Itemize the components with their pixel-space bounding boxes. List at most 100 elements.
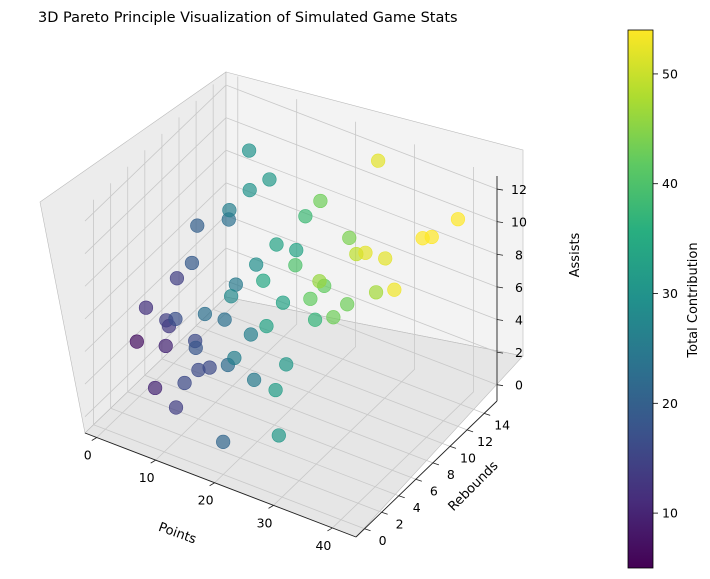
data-point [271,428,286,443]
data-point [358,245,373,260]
data-point [224,289,239,304]
data-point [158,338,173,354]
y-tick-label: 0 [379,533,387,548]
data-point [148,380,163,396]
data-point [184,255,200,271]
data-point [243,327,258,342]
colorbar-tick-label: 30 [662,286,678,301]
y-tick-mark [364,528,371,532]
y-tick-label: 10 [460,450,476,465]
z-tick-label: 6 [515,280,523,295]
x-axis-line [84,432,357,538]
data-point [378,251,393,266]
x-tick-mark [209,482,215,487]
data-point [368,285,384,300]
y-tick-label: 12 [477,434,493,449]
y-gridline [195,100,468,431]
x-tick-label: 10 [139,470,155,485]
gridlines [84,76,498,530]
y-tick-label: 14 [494,417,510,432]
data-point [312,274,327,289]
data-point [342,230,357,245]
x-gridline [96,76,239,438]
data-point [138,300,154,315]
z-gridline [84,280,498,417]
z-tick-label: 12 [511,182,527,197]
data-point [227,350,242,366]
data-point [256,273,271,288]
data-point [169,271,185,286]
data-point [262,172,277,187]
data-point [216,434,231,449]
colorbar-tick-label: 10 [662,506,678,521]
axis-lines [84,176,498,538]
data-point [129,334,144,349]
data-point [246,372,262,387]
data-point [450,212,466,227]
data-point [188,340,203,355]
x-tick-label: 40 [315,538,331,553]
colorbar [627,29,654,569]
y-tick-mark [415,478,422,482]
y-gridline [93,199,365,530]
data-point [168,400,184,415]
data-point [190,218,205,233]
z-tick-label: 0 [515,378,523,393]
z-tick-labels: 0 2 4 6 8 10 12 [496,182,527,393]
x-gridline [273,144,415,506]
y-tick-mark [466,429,474,433]
x-axis-label: Points [156,520,198,548]
data-point [259,319,274,334]
data-point [217,312,232,327]
z-tick-label: 10 [511,215,527,230]
y-gridline [161,133,434,464]
z-tick-label: 2 [515,345,523,360]
z-axis-label: Assists [568,232,583,277]
data-point [288,258,303,273]
z-tick-label: 8 [515,247,523,262]
z-gridline [84,117,498,254]
data-point [424,229,439,245]
y-tick-label: 6 [430,483,438,498]
data-point [298,209,313,224]
y-tick-mark [432,462,440,466]
z-tick-mark [496,253,504,256]
x-tick-mark [268,505,274,509]
data-point [168,311,183,327]
y-tick-label: 4 [413,500,421,515]
y-tick-label: 2 [396,516,404,531]
data-point [242,143,257,158]
data-point [222,203,237,218]
y-axis-line [355,400,498,538]
z-tick-mark [496,188,504,191]
x-tick-labels: 0 10 20 30 40 [84,437,333,553]
data-point [307,312,323,327]
data-point [387,282,402,297]
colorbar-tick-label: 40 [662,176,678,191]
data-point [269,237,284,252]
z-tick-mark [496,286,504,289]
y-gridline [144,150,416,480]
colorbar-tick-label: 20 [662,396,678,411]
x-tick-label: 20 [198,493,214,508]
z-tick-mark [496,319,504,321]
x-tick-mark [91,437,97,441]
colorbar-tick-label: 50 [662,66,678,81]
chart-title: 3D Pareto Principle Visualization of Sim… [38,10,458,26]
x-gridline [155,99,298,461]
scatter-points [129,143,466,449]
data-point [242,183,257,198]
data-point [279,357,294,372]
z-gridline [84,149,498,287]
data-point [303,291,318,306]
y-gridline [110,183,382,513]
colorbar-label: Total Contribution [686,242,701,358]
data-point [268,382,283,398]
y-tick-mark [484,412,491,416]
z-tick-mark [496,221,504,224]
data-point [326,310,341,325]
y-gridline [178,117,451,447]
data-point [313,193,328,209]
